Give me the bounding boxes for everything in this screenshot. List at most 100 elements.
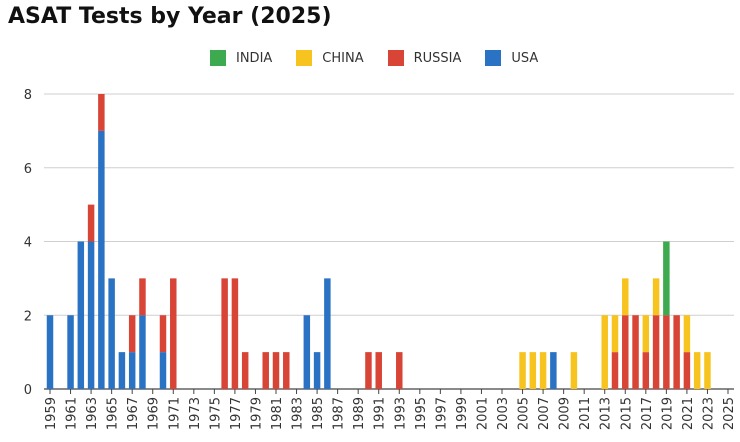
bar-russia-1978 (241, 352, 249, 389)
x-tick-label: 1965 (106, 397, 121, 430)
x-tick-label: 2009 (558, 397, 573, 430)
legend-label-india: INDIA (236, 50, 273, 66)
bar-russia-1991 (375, 352, 382, 389)
x-tick-label: 2003 (496, 397, 511, 430)
x-tick-label: 2019 (660, 397, 675, 430)
legend-label-usa: USA (511, 50, 539, 66)
legend-swatch-russia (387, 50, 404, 66)
bar-usa-1964 (98, 130, 105, 389)
bar-russia-2018 (652, 315, 660, 389)
bar-russia-1982 (283, 352, 290, 389)
bar-usa-1966 (118, 352, 126, 389)
bar-russia-2016 (632, 315, 639, 389)
y-tick-label: 6 (24, 162, 32, 177)
bar-usa-1963 (87, 241, 95, 389)
bar-usa-1959 (46, 315, 54, 389)
x-tick-label: 2021 (681, 397, 696, 430)
y-tick-label: 0 (24, 383, 32, 398)
y-tick-label: 2 (24, 309, 32, 324)
x-tick-label: 2015 (619, 397, 634, 430)
bar-china-2018 (652, 278, 660, 316)
bar-usa-1984 (303, 315, 311, 389)
x-tick-label: 1993 (393, 397, 408, 430)
x-tick-label: 2007 (537, 397, 552, 430)
bar-china-2017 (642, 315, 650, 353)
x-tick-label: 1985 (311, 397, 326, 430)
x-tick-label: 2025 (722, 397, 737, 430)
bar-usa-1968 (139, 315, 146, 389)
bar-china-2007 (539, 352, 547, 389)
bar-russia-1980 (262, 352, 269, 389)
bar-usa-1967 (128, 352, 136, 389)
x-tick-label: 1987 (332, 397, 347, 430)
legend-item-usa: USA (485, 50, 538, 66)
x-tick-label: 1979 (249, 397, 264, 430)
legend-swatch-india (210, 50, 226, 66)
x-tick-label: 2005 (517, 397, 532, 430)
bar-russia-1970 (159, 315, 167, 353)
x-tick-label: 1963 (85, 397, 100, 430)
bar-russia-1990 (365, 352, 372, 389)
bar-china-2021 (683, 315, 691, 353)
bar-russia-1977 (231, 278, 239, 389)
bar-china-2013 (601, 315, 608, 389)
x-tick-label: 2001 (475, 397, 490, 430)
bar-china-2015 (622, 278, 629, 316)
bar-russia-2015 (622, 315, 629, 389)
legend-swatch-usa (485, 50, 502, 66)
bar-russia-2017 (642, 352, 650, 389)
x-tick-label: 1977 (229, 397, 244, 430)
bar-usa-1962 (77, 241, 85, 389)
bar-china-2023 (704, 352, 711, 389)
bar-russia-1963 (87, 204, 95, 242)
x-tick-label: 2017 (640, 397, 655, 430)
legend-label-china: CHINA (322, 50, 364, 66)
x-tick-label: 1989 (352, 397, 367, 430)
bar-russia-1981 (272, 352, 280, 389)
bar-russia-2021 (683, 352, 691, 389)
bar-russia-2019 (663, 315, 670, 389)
x-tick-label: 1973 (188, 397, 203, 430)
legend-item-india: INDIA (210, 50, 272, 66)
bar-usa-2008 (550, 352, 557, 389)
x-tick-label: 1961 (65, 397, 80, 430)
bar-usa-1961 (67, 315, 74, 389)
x-tick-label: 1997 (434, 397, 449, 430)
bar-russia-1967 (128, 315, 136, 353)
legend-item-russia: RUSSIA (387, 50, 462, 66)
bar-china-2014 (611, 315, 619, 353)
legend-item-china: CHINA (296, 50, 364, 66)
bar-russia-1993 (396, 352, 403, 389)
chart-title: ASAT Tests by Year (2025) (8, 4, 332, 29)
bar-china-2006 (529, 352, 537, 389)
x-tick-label: 2023 (701, 397, 716, 430)
bar-russia-2014 (611, 352, 619, 389)
bar-russia-1971 (170, 278, 177, 389)
bar-china-2022 (693, 352, 701, 389)
x-tick-label: 1959 (44, 397, 59, 430)
bar-russia-2020 (673, 315, 680, 389)
x-tick-label: 1995 (414, 397, 429, 430)
x-tick-label: 1969 (147, 397, 162, 430)
bar-usa-1985 (313, 352, 321, 389)
bar-usa-1965 (108, 278, 115, 389)
bar-china-2010 (570, 352, 578, 389)
x-tick-label: 1983 (291, 397, 306, 430)
bar-russia-1964 (98, 94, 105, 131)
bar-usa-1986 (324, 278, 331, 389)
x-tick-label: 1981 (270, 397, 285, 430)
bar-russia-1976 (221, 278, 228, 389)
x-tick-label: 1967 (126, 397, 141, 430)
legend: INDIA CHINA RUSSIA USA (210, 50, 538, 66)
bar-india-2019 (663, 241, 670, 316)
bar-usa-1970 (159, 352, 167, 389)
x-tick-label: 2011 (578, 397, 593, 430)
legend-label-russia: RUSSIA (413, 50, 462, 66)
bar-russia-1968 (139, 278, 146, 316)
x-tick-label: 2013 (599, 397, 614, 430)
x-tick-label: 1971 (167, 397, 182, 430)
x-tick-label: 1999 (455, 397, 470, 430)
y-tick-label: 4 (24, 236, 32, 251)
bar-china-2005 (519, 352, 526, 389)
